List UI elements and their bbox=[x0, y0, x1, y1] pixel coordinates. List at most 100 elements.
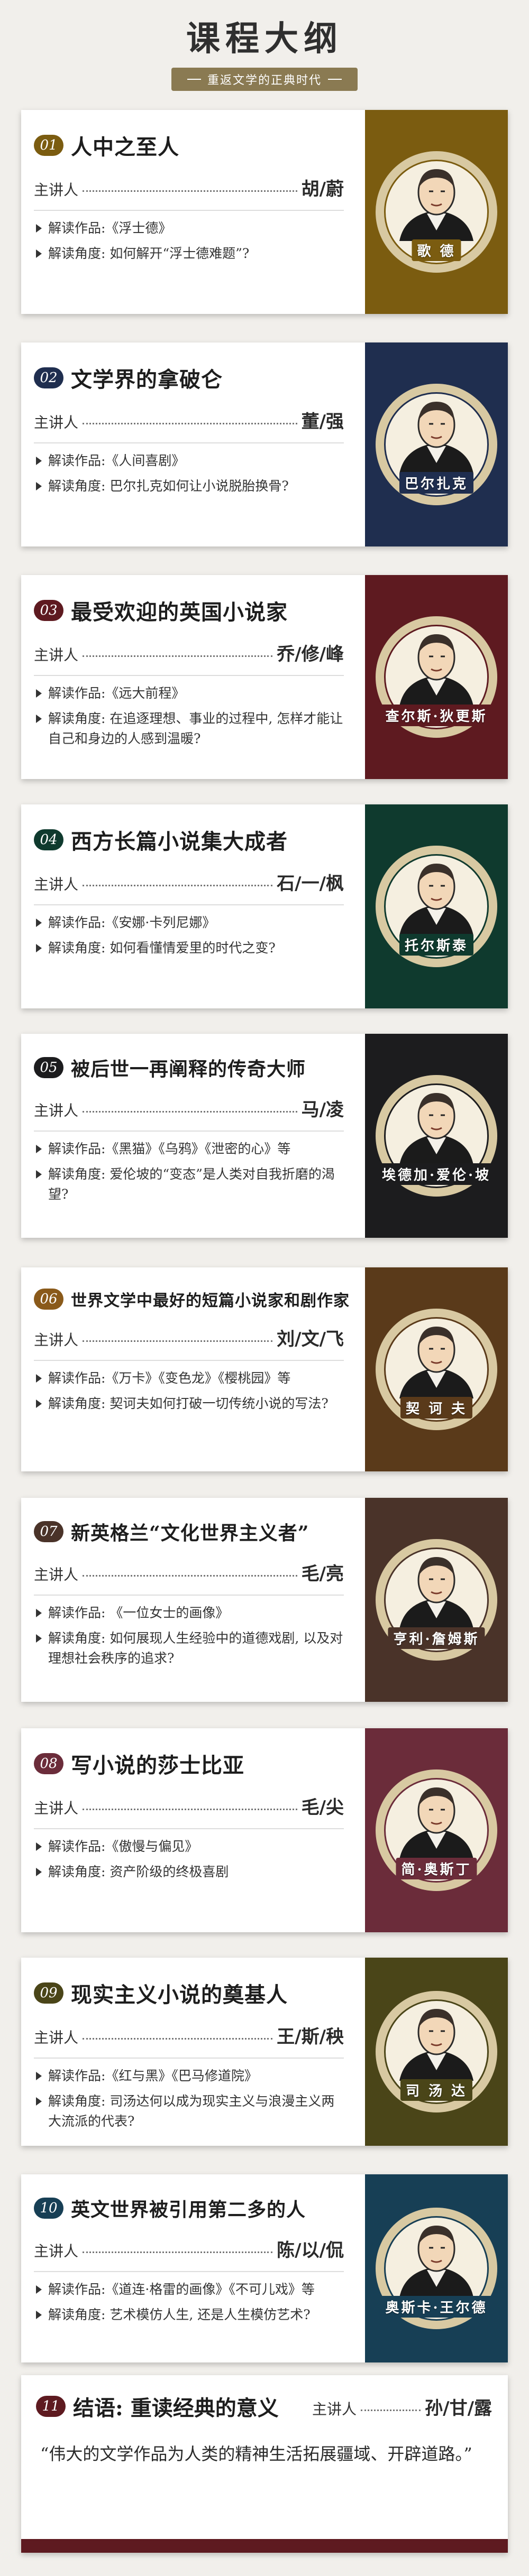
speaker-name: 陈/以/侃 bbox=[277, 2240, 344, 2261]
portrait-figure bbox=[399, 1557, 473, 1629]
speaker-row: 主讲人 石/一/枫 bbox=[34, 869, 365, 895]
portrait-figure bbox=[399, 2226, 473, 2297]
bullet-text: 解读作品: 《一位女士的画像》 bbox=[48, 1605, 229, 1620]
bullet-item: 解读作品: 《一位女士的画像》 bbox=[34, 1603, 365, 1623]
divider bbox=[328, 79, 342, 80]
bullet-text: 解读角度: 在追逐理想、事业的过程中, 怎样才能让自己和身边的人感到温暖? bbox=[48, 711, 343, 746]
lesson-title: 人中之至人 bbox=[71, 135, 179, 160]
speaker-name: 刘/文/飞 bbox=[277, 1329, 344, 1350]
speaker-row: 主讲人 毛/亮 bbox=[34, 1559, 365, 1585]
speaker-label: 主讲人 bbox=[34, 876, 79, 893]
author-portrait-panel: 埃德加·爱伦·坡 bbox=[365, 1034, 508, 1238]
lesson-number-badge: 11 bbox=[36, 2396, 66, 2417]
divider bbox=[34, 442, 344, 443]
speaker-name: 石/一/枫 bbox=[277, 873, 344, 894]
speaker-name: 马/凌 bbox=[301, 1099, 344, 1120]
lesson-info: 01 人中之至人 主讲人 胡/蔚 解读作品:《浮士德》 解读角度: 如何解开“浮士德难题”… bbox=[21, 110, 365, 314]
bullet-text: 解读角度: 爱伦坡的“变态”是人类对自我折磨的渴望? bbox=[48, 1166, 335, 1202]
bullet-item: 解读角度: 如何看懂情爱里的时代之变? bbox=[34, 938, 365, 958]
lesson-info: 09 现实主义小说的奠基人主讲人 王/斯/秧解读作品:《红与黑》《巴马修道院》解读角… bbox=[21, 1958, 365, 2146]
author-name-plaque: 歌 德 bbox=[412, 239, 461, 261]
divider bbox=[34, 675, 344, 676]
bullet-item: 解读角度: 爱伦坡的“变态”是人类对自我折磨的渴望? bbox=[34, 1164, 365, 1204]
author-name-plaque: 托尔斯泰 bbox=[399, 934, 474, 956]
lesson-card[interactable]: 05 被后世一再阐释的传奇大师 主讲人 马/凌 解读作品:《黑猫》《乌鸦》《泄密的心》等… bbox=[21, 1034, 508, 1238]
lesson-title: 最受欢迎的英国小说家 bbox=[71, 600, 288, 625]
dotted-leader bbox=[83, 2251, 273, 2253]
author-portrait: 简·奥斯丁 bbox=[376, 1769, 497, 1891]
lesson-card[interactable]: 02 文学界的拿破仑 主讲人 董/强 解读作品:《人间喜剧》 解读角度: 巴尔扎克如何让小… bbox=[21, 342, 508, 546]
lesson-title: 新英格兰“文化世界主义者” bbox=[71, 1522, 309, 1544]
divider bbox=[187, 79, 201, 80]
bullet-text: 解读角度: 艺术模仿人生, 还是人生模仿艺术? bbox=[48, 2307, 311, 2322]
dotted-leader bbox=[83, 655, 273, 657]
speaker-label: 主讲人 bbox=[34, 1800, 79, 1817]
lesson-number-badge: 07 bbox=[34, 1521, 63, 1542]
bullet-item: 解读角度: 如何展现人生经验中的道德戏剧, 以及对理想社会秩序的追求? bbox=[34, 1628, 365, 1669]
lesson-card[interactable]: 04 西方长篇小说集大成者 主讲人 石/一/枫 解读作品:《安娜·卡列尼娜》 解读角度: … bbox=[21, 804, 508, 1008]
bullet-item: 解读作品:《黑猫》《乌鸦》《泄密的心》等 bbox=[34, 1139, 365, 1159]
lesson-card[interactable]: 08 写小说的莎士比亚 主讲人 毛/尖 解读作品:《傲慢与偏见》 解读角度: 资产阶级的终… bbox=[21, 1728, 508, 1932]
bullet-item: 解读角度: 如何解开“浮士德难题”? bbox=[34, 244, 365, 264]
speaker-name: 乔/修/峰 bbox=[277, 644, 344, 665]
lesson-number-badge: 09 bbox=[34, 1982, 63, 2004]
author-name-plaque: 司 汤 达 bbox=[400, 2079, 473, 2101]
bullet-text: 解读作品:《红与黑》《巴马修道院》 bbox=[48, 2068, 258, 2083]
triangle-bullet-icon bbox=[36, 944, 42, 952]
dotted-leader bbox=[83, 190, 297, 192]
speaker-row: 主讲人 陈/以/侃 bbox=[34, 2236, 365, 2262]
lesson-number-badge: 06 bbox=[34, 1289, 63, 1310]
bullet-text: 解读角度: 契诃夫如何打破一切传统小说的写法? bbox=[48, 1396, 329, 1411]
lesson-card[interactable]: 06 世界文学中最好的短篇小说家和剧作家主讲人 刘/文/飞解读作品:《万卡》《变色龙… bbox=[21, 1267, 508, 1471]
portrait-figure bbox=[399, 1093, 473, 1165]
speaker-label: 主讲人 bbox=[34, 1331, 79, 1349]
triangle-bullet-icon bbox=[36, 2311, 42, 2319]
lesson-card[interactable]: 09 现实主义小说的奠基人主讲人 王/斯/秧解读作品:《红与黑》《巴马修道院》解读角… bbox=[21, 1958, 508, 2146]
bottom-accent-bar bbox=[21, 2539, 508, 2553]
bullet-text: 解读角度: 巴尔扎克如何让小说脱胎换骨? bbox=[48, 478, 289, 494]
portrait-figure bbox=[399, 1327, 473, 1398]
lesson-title: 结语: 重读经典的意义 bbox=[73, 2396, 279, 2421]
speaker-label: 主讲人 bbox=[34, 646, 79, 664]
speaker-label: 主讲人 bbox=[34, 181, 79, 199]
bullet-text: 解读角度: 司汤达何以成为现实主义与浪漫主义两大流派的代表? bbox=[48, 2093, 335, 2129]
lesson-number-badge: 04 bbox=[34, 829, 63, 850]
bullet-item: 解读角度: 艺术模仿人生, 还是人生模仿艺术? bbox=[34, 2305, 365, 2325]
lesson-info: 08 写小说的莎士比亚 主讲人 毛/尖 解读作品:《傲慢与偏见》 解读角度: 资产阶级的终… bbox=[21, 1728, 365, 1932]
author-portrait-panel: 亨利·詹姆斯 bbox=[365, 1498, 508, 1702]
divider bbox=[34, 904, 344, 905]
bullet-text: 解读角度: 如何看懂情爱里的时代之变? bbox=[48, 940, 276, 956]
speaker-label: 主讲人 bbox=[34, 2029, 79, 2046]
triangle-bullet-icon bbox=[36, 1145, 42, 1153]
speaker-row: 主讲人 王/斯/秧 bbox=[34, 2022, 365, 2048]
lesson-card[interactable]: 10 英文世界被引用第二多的人 主讲人 陈/以/侃 解读作品:《道连·格雷的画像》《不可… bbox=[21, 2174, 508, 2362]
conclusion-quote: “伟大的文学作品为人类的精神生活拓展疆域、开辟道路。” bbox=[40, 2444, 472, 2464]
lesson-title: 世界文学中最好的短篇小说家和剧作家 bbox=[71, 1292, 350, 1310]
speaker-row: 主讲人 毛/尖 bbox=[34, 1793, 365, 1819]
lesson-title: 现实主义小说的奠基人 bbox=[71, 1982, 288, 2007]
speaker-name: 毛/尖 bbox=[301, 1797, 344, 1818]
lesson-number-badge: 01 bbox=[34, 135, 63, 156]
lesson-title: 文学界的拿破仑 bbox=[71, 367, 223, 392]
author-portrait-panel: 契 诃 夫 bbox=[365, 1267, 508, 1471]
author-name-plaque: 查尔斯·狄更斯 bbox=[380, 705, 493, 726]
speaker-row: 主讲人 刘/文/飞 bbox=[34, 1324, 365, 1350]
speaker-row: 主讲人 孙/甘/露 bbox=[312, 2394, 492, 2420]
lesson-title: 英文世界被引用第二多的人 bbox=[71, 2199, 306, 2221]
lesson-info: 07 新英格兰“文化世界主义者” 主讲人 毛/亮解读作品: 《一位女士的画像》解读角度… bbox=[21, 1498, 365, 1702]
bullet-item: 解读角度: 巴尔扎克如何让小说脱胎换骨? bbox=[34, 476, 365, 496]
lesson-card[interactable]: 07 新英格兰“文化世界主义者” 主讲人 毛/亮解读作品: 《一位女士的画像》解读角度… bbox=[21, 1498, 508, 1702]
triangle-bullet-icon bbox=[36, 919, 42, 927]
conclusion-card[interactable]: 11 结语: 重读经典的意义 主讲人 孙/甘/露 “伟大的文学作品为人类的精神生… bbox=[21, 2375, 508, 2553]
author-portrait: 埃德加·爱伦·坡 bbox=[376, 1075, 497, 1197]
lesson-info: 10 英文世界被引用第二多的人 主讲人 陈/以/侃 解读作品:《道连·格雷的画像》《不可… bbox=[21, 2174, 365, 2362]
speaker-label: 主讲人 bbox=[34, 1566, 79, 1583]
divider bbox=[34, 2058, 344, 2059]
bullet-text: 解读作品:《万卡》《变色龙》《樱桃园》等 bbox=[48, 1370, 291, 1386]
lesson-card[interactable]: 01 人中之至人 主讲人 胡/蔚 解读作品:《浮士德》 解读角度: 如何解开“浮士德难题”… bbox=[21, 110, 508, 314]
author-name-plaque: 契 诃 夫 bbox=[400, 1397, 473, 1419]
triangle-bullet-icon bbox=[36, 1400, 42, 1408]
portrait-figure bbox=[399, 864, 473, 935]
triangle-bullet-icon bbox=[36, 457, 42, 465]
lesson-card[interactable]: 03 最受欢迎的英国小说家 主讲人 乔/修/峰 解读作品:《远大前程》 解读角度: 在追逐… bbox=[21, 575, 508, 779]
